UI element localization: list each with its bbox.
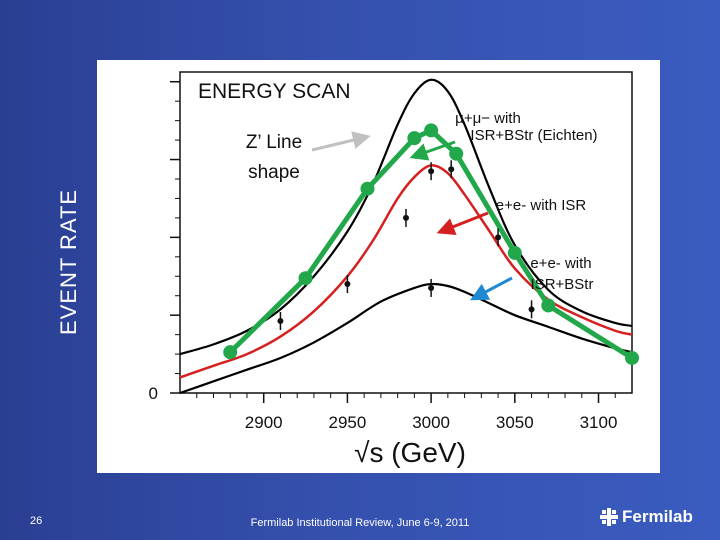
green-data-point-4 <box>424 123 439 138</box>
footer-text: Fermilab Institutional Review, June 6-9,… <box>250 517 470 529</box>
series-line-2 <box>179 282 633 395</box>
green-data-point-5 <box>449 146 464 161</box>
annotation-mumu-line2: ISR+BStr (Eichten) <box>470 127 597 144</box>
error-point-0 <box>277 318 284 325</box>
annotation-arrow-1 <box>409 140 456 161</box>
green-data-point-3 <box>407 131 422 146</box>
axis-layer: 0 400 800 1200 1600 2900 2950 3000 3050 3100 <box>120 71 633 432</box>
annotation-ee-isr-bstr-line1: e+e- with <box>530 255 591 272</box>
green-data-point-8 <box>625 350 639 365</box>
x-tick-label-3: 3050 <box>496 413 534 432</box>
plot-frame <box>179 71 633 394</box>
x-tick-label-4: 3100 <box>580 413 618 432</box>
arrow-layer <box>311 131 513 301</box>
annotation-zprime-line2: shape <box>248 162 300 183</box>
y-tick-label-3: 1200 <box>120 151 158 170</box>
green-data-point-0 <box>223 345 238 360</box>
green-data-point-2 <box>360 181 375 196</box>
green-data-point-6 <box>507 245 522 260</box>
annotation-arrow-0 <box>311 131 371 152</box>
annotation-mumu-line1: μ+μ− with <box>455 110 521 127</box>
error-point-7 <box>528 306 535 313</box>
error-point-4 <box>448 166 455 173</box>
annotation-arrow-2 <box>436 211 489 236</box>
error-point-2 <box>403 214 409 221</box>
x-tick-label-2: 3000 <box>412 413 450 432</box>
y-tick-label-1: 400 <box>130 306 158 325</box>
x-tick-label-0: 2900 <box>245 413 283 432</box>
fermilab-logo: Fermilab <box>600 507 693 527</box>
green-data-point-7 <box>541 298 556 313</box>
green-data-point-1 <box>298 271 313 286</box>
y-tick-label-0: 0 <box>149 384 158 403</box>
annotation-zprime-line1: Z’ Line <box>246 132 302 153</box>
series-line-0 <box>179 78 633 356</box>
page-number: 26 <box>30 515 43 527</box>
error-point-5 <box>495 234 502 241</box>
y-tick-label-2: 800 <box>130 228 158 247</box>
annotation-ee-isr-bstr-line2: ISR+BStr <box>531 276 594 293</box>
logo-text: Fermilab <box>622 507 693 526</box>
chart-title: ENERGY SCAN <box>198 80 351 103</box>
x-axis-label: √s (GeV) <box>354 437 466 468</box>
x-tick-label-1: 2950 <box>328 413 366 432</box>
point-layer <box>223 123 639 365</box>
error-point-6 <box>428 284 435 291</box>
error-point-1 <box>344 281 351 288</box>
annotation-ee-isr: e+e- with ISR <box>496 197 587 214</box>
error-point-3 <box>428 168 435 175</box>
y-tick-label-4: 1600 <box>120 73 158 92</box>
fermilab-star-icon <box>600 508 618 526</box>
y-axis-label: EVENT RATE <box>56 188 81 335</box>
plot-panel <box>97 60 660 473</box>
annotation-arrow-3 <box>470 276 513 301</box>
